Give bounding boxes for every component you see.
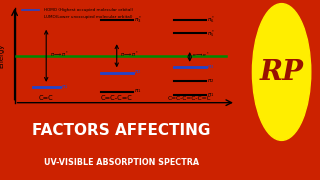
Text: RP: RP bbox=[260, 58, 304, 86]
Text: $\pi_0^*$: $\pi_0^*$ bbox=[61, 19, 69, 30]
Text: C=C-C=C-C=C: C=C-C=C-C=C bbox=[168, 96, 212, 101]
Text: $\pi_1$: $\pi_1$ bbox=[207, 91, 214, 99]
Text: Energy: Energy bbox=[0, 44, 4, 68]
Text: $\pi \longrightarrow \pi^*$: $\pi \longrightarrow \pi^*$ bbox=[192, 51, 210, 60]
Text: FACTORS AFFECTING: FACTORS AFFECTING bbox=[32, 123, 211, 138]
Text: $\pi_5^*$: $\pi_5^*$ bbox=[207, 28, 215, 39]
Text: C=C: C=C bbox=[39, 95, 53, 101]
Text: $\pi_4^*$: $\pi_4^*$ bbox=[207, 41, 215, 52]
Text: HOMO (Highest occupied molecular orbital): HOMO (Highest occupied molecular orbital… bbox=[44, 8, 133, 12]
Text: $\pi_2$: $\pi_2$ bbox=[207, 78, 214, 86]
Text: $\pi_1$: $\pi_1$ bbox=[61, 83, 68, 91]
Text: $\pi \longrightarrow \pi^*$: $\pi \longrightarrow \pi^*$ bbox=[120, 50, 140, 59]
Text: $\pi_2$: $\pi_2$ bbox=[134, 69, 141, 76]
Text: LUMO(Lower unoccupied molecular orbital): LUMO(Lower unoccupied molecular orbital) bbox=[44, 15, 132, 19]
Text: $\pi_3$: $\pi_3$ bbox=[207, 63, 214, 71]
Text: $\pi_1$: $\pi_1$ bbox=[134, 87, 141, 95]
Circle shape bbox=[252, 4, 311, 140]
Text: $\pi \longrightarrow \pi^*$: $\pi \longrightarrow \pi^*$ bbox=[50, 50, 69, 59]
Text: UV-VISIBLE ABSORPTION SPECTRA: UV-VISIBLE ABSORPTION SPECTRA bbox=[44, 158, 199, 167]
Text: C=C-C=C: C=C-C=C bbox=[101, 95, 133, 101]
Text: $\pi_3^*$: $\pi_3^*$ bbox=[134, 15, 142, 26]
Text: $\pi_6^*$: $\pi_6^*$ bbox=[207, 15, 215, 26]
Text: $\pi_0^*$: $\pi_0^*$ bbox=[134, 34, 142, 44]
